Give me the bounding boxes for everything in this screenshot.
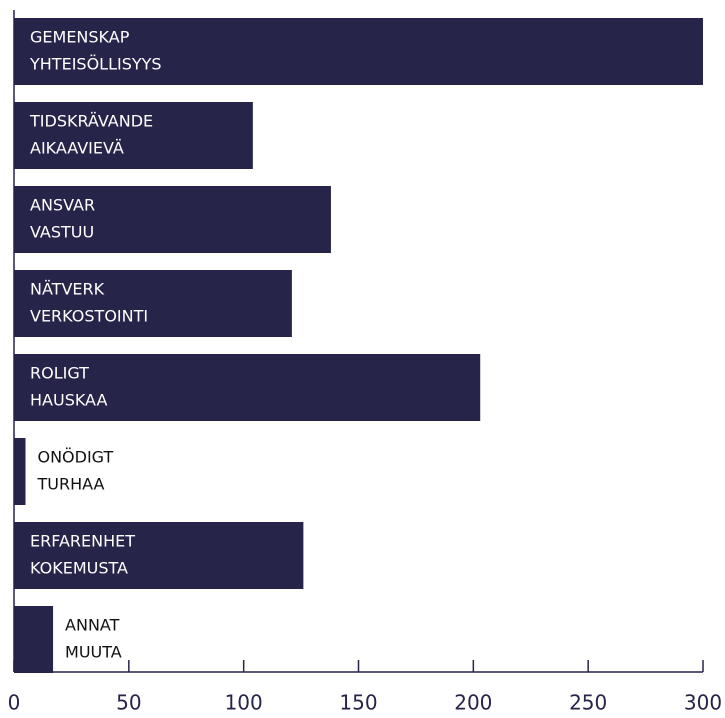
category-label: YHTEISÖLLISYYS [29,55,162,74]
category-label: AIKAAVIEVÄ [30,139,124,158]
x-tick-label: 50 [116,691,141,715]
bar [14,606,54,673]
category-label: ERFARENHET [30,532,135,551]
bar [14,102,253,169]
category-label: TURHAA [36,475,104,494]
category-label: VERKOSTOINTI [30,307,148,326]
x-tick-label: 200 [454,691,492,715]
category-label: GEMENSKAP [30,28,130,47]
bar [14,438,26,505]
category-label: TIDSKRÄVANDE [29,112,153,131]
category-label: VASTUU [30,223,94,242]
x-tick-label: 0 [8,691,21,715]
category-label: ROLIGT [30,364,89,383]
bar [14,18,703,85]
category-label: NÄTVERK [30,280,105,299]
x-tick-label: 250 [569,691,607,715]
x-tick-label: 300 [684,691,722,715]
category-label: ANSVAR [30,196,95,215]
category-label: MUUTA [65,643,122,662]
x-tick-label: 100 [225,691,263,715]
category-label: KOKEMUSTA [30,559,128,578]
bar [14,270,292,337]
bar [14,186,331,253]
category-label: ONÖDIGT [37,448,113,467]
bar [14,354,481,421]
category-label: ANNAT [65,616,120,635]
x-tick-label: 150 [339,691,377,715]
category-label: HAUSKAA [30,391,107,410]
bar [14,522,304,589]
